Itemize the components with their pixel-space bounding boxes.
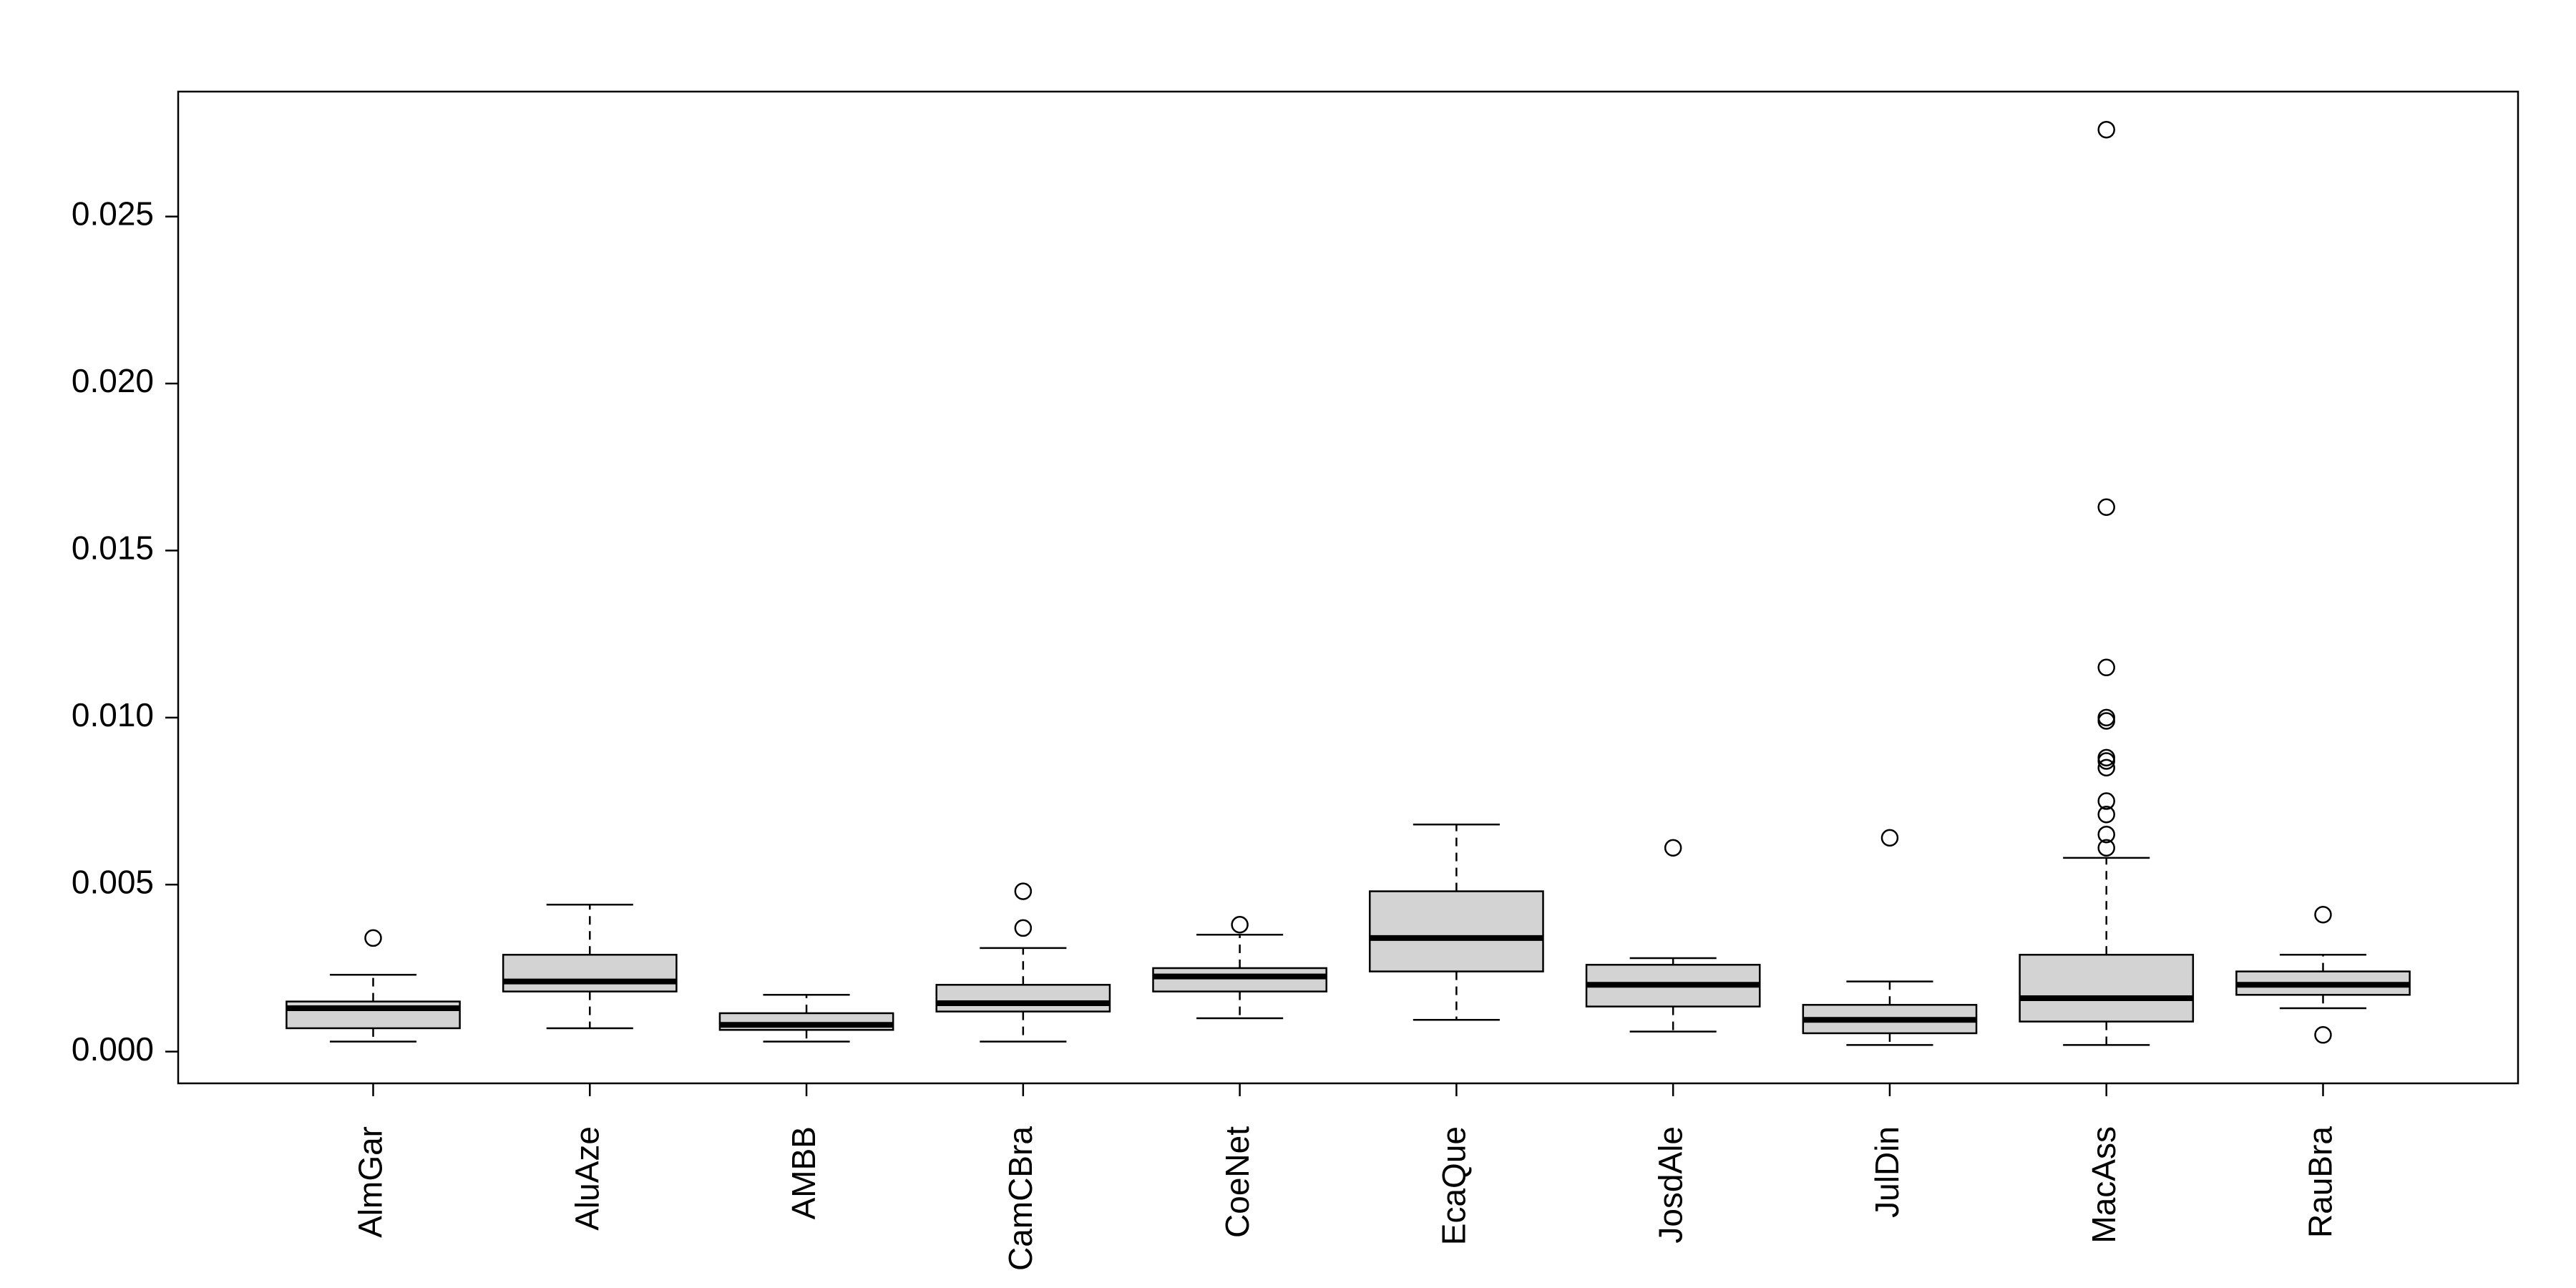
outlier <box>2314 906 2332 924</box>
x-tick-label: EcaQue <box>1435 1126 1473 1245</box>
outlier <box>2097 758 2115 777</box>
outlier <box>2097 825 2115 844</box>
y-tick-label: 0.020 <box>72 362 154 399</box>
outlier <box>1880 829 1899 847</box>
x-tick-label: MacAss <box>2085 1126 2122 1244</box>
x-tick-label: JulDin <box>1868 1126 1906 1218</box>
outlier <box>2097 120 2115 139</box>
outlier <box>2097 658 2115 677</box>
outlier <box>2097 748 2115 767</box>
box <box>935 984 1111 1013</box>
outlier <box>1664 839 1682 857</box>
outlier <box>2097 708 2115 727</box>
outlier <box>1014 919 1033 937</box>
y-tick-label: 0.025 <box>72 195 154 233</box>
outlier <box>1014 882 1033 900</box>
box <box>1152 967 1327 992</box>
x-tick-label: AlmGar <box>352 1126 389 1238</box>
y-tick-label: 0.010 <box>72 696 154 733</box>
x-tick-label: CamCBra <box>1002 1126 1039 1271</box>
outlier <box>2097 498 2115 516</box>
x-tick-label: RauBra <box>2302 1126 2339 1238</box>
y-tick-label: 0.015 <box>72 530 154 567</box>
y-tick-label: 0.000 <box>72 1030 154 1068</box>
box <box>1369 890 1544 972</box>
outlier <box>1231 916 1249 934</box>
outlier <box>2097 712 2115 730</box>
outlier <box>2097 792 2115 810</box>
box <box>502 954 678 992</box>
outlier <box>2097 839 2115 857</box>
box <box>2019 954 2195 1023</box>
outlier <box>2314 1026 2332 1044</box>
x-tick-label: AluAze <box>568 1126 605 1231</box>
outlier <box>2097 805 2115 824</box>
plot-frame <box>177 90 2519 1085</box>
outlier <box>364 929 382 947</box>
x-tick-label: AMBB <box>785 1126 822 1219</box>
x-tick-label: JosdAle <box>1652 1126 1689 1244</box>
x-tick-label: CoeNet <box>1219 1126 1256 1238</box>
y-tick-label: 0.005 <box>72 863 154 900</box>
